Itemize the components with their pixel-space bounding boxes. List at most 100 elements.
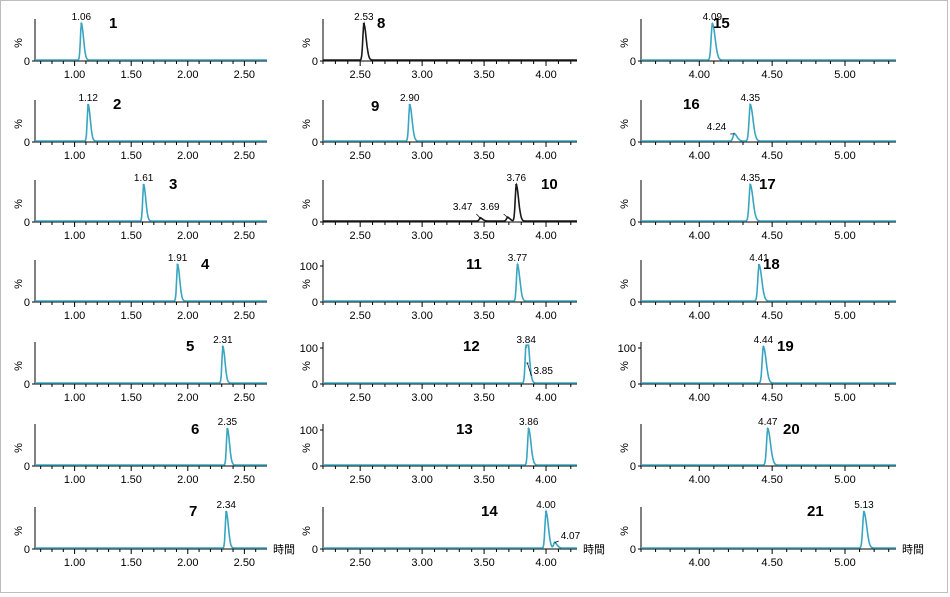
- y-axis-label: %: [301, 279, 313, 289]
- y-tick-label: 0: [630, 56, 636, 68]
- x-tick-label: 3.50: [473, 557, 494, 569]
- peak-apex: [515, 184, 517, 186]
- y-tick-label: 0: [630, 379, 636, 391]
- y-tick-label: 0: [312, 544, 318, 556]
- x-tick-label: 4.00: [689, 230, 710, 242]
- peak-apex: [363, 23, 365, 25]
- chromatogram-trace: [323, 265, 577, 301]
- x-tick-label: 1.00: [64, 150, 85, 162]
- peak-leader: [476, 214, 480, 218]
- peak-label: 2.31: [213, 335, 233, 346]
- compound-number: 1: [109, 15, 117, 32]
- y-axis-label: %: [13, 443, 25, 453]
- x-tick-label: 2.00: [177, 474, 198, 486]
- x-tick-label: 3.00: [411, 230, 432, 242]
- x-tick-label: 4.50: [761, 557, 782, 569]
- y-tick-label: 0: [24, 379, 30, 391]
- peak-label: 5.13: [854, 500, 874, 511]
- x-tick-label: 2.50: [234, 557, 255, 569]
- y-tick-label: 0: [630, 297, 636, 309]
- chromatogram-trace: [641, 512, 896, 548]
- x-tick-label: 4.00: [535, 474, 556, 486]
- x-tick-label: 5.00: [834, 310, 855, 322]
- x-tick-label: 1.00: [64, 557, 85, 569]
- compound-number: 19: [777, 338, 794, 355]
- x-tick-label: 3.50: [473, 69, 494, 81]
- x-tick-label: 3.00: [411, 310, 432, 322]
- peak-apex: [516, 264, 518, 266]
- x-tick-label: 3.00: [411, 557, 432, 569]
- y-axis-label: %: [13, 526, 25, 536]
- peak-label: 3.84: [516, 335, 536, 346]
- compound-number: 8: [377, 15, 385, 32]
- x-tick-label: 1.50: [120, 230, 141, 242]
- peak-label: 3.76: [507, 173, 527, 184]
- x-tick-label: 5.00: [834, 150, 855, 162]
- chromatogram-trace: [35, 265, 267, 301]
- compound-number: 9: [371, 98, 379, 115]
- x-tick-label: 4.00: [535, 230, 556, 242]
- compound-number: 7: [189, 503, 197, 520]
- y-tick-label: 0: [24, 217, 30, 229]
- chromatogram-trace: [323, 105, 577, 141]
- peak-label: 1.61: [134, 173, 154, 184]
- x-tick-label: 4.00: [535, 392, 556, 404]
- x-tick-label: 2.50: [234, 69, 255, 81]
- peak-apex: [226, 428, 228, 430]
- x-tick-label: 4.50: [761, 392, 782, 404]
- compound-number: 14: [481, 503, 498, 520]
- peak-label: 4.35: [741, 93, 761, 104]
- x-tick-label: 4.50: [761, 150, 782, 162]
- peak-apex: [863, 511, 865, 513]
- peak-apex: [87, 104, 89, 106]
- x-tick-label: 4.00: [535, 310, 556, 322]
- x-tick-label: 5.00: [834, 392, 855, 404]
- x-tick-label: 2.50: [234, 392, 255, 404]
- y-axis-label: %: [619, 526, 631, 536]
- compound-number: 10: [541, 176, 558, 193]
- x-tick-label: 4.50: [761, 69, 782, 81]
- x-tick-label: 1.00: [64, 310, 85, 322]
- y-axis-label: %: [301, 38, 313, 48]
- y-tick-label: 0: [630, 544, 636, 556]
- x-tick-label: 4.00: [689, 392, 710, 404]
- y-tick-label: 0: [24, 56, 30, 68]
- chromatogram-trace: [35, 430, 267, 466]
- x-tick-label: 2.50: [349, 310, 370, 322]
- x-tick-label: 1.00: [64, 474, 85, 486]
- x-tick-label: 2.50: [349, 392, 370, 404]
- peak-apex: [176, 264, 178, 266]
- y-tick-label: 100: [300, 343, 318, 355]
- peak-apex: [527, 428, 529, 430]
- y-axis-label: %: [301, 526, 313, 536]
- peak-apex: [762, 346, 764, 348]
- x-tick-label: 2.50: [234, 474, 255, 486]
- x-tick-label: 1.00: [64, 230, 85, 242]
- y-tick-label: 0: [630, 217, 636, 229]
- peak-label: 2.34: [217, 500, 237, 511]
- peak-apex: [525, 346, 527, 348]
- chromatogram-trace: [323, 185, 577, 221]
- y-tick-label: 0: [24, 137, 30, 149]
- x-tick-label: 2.50: [349, 557, 370, 569]
- peak-apex: [767, 428, 769, 430]
- x-tick-label: 2.00: [177, 69, 198, 81]
- peak-apex: [225, 511, 227, 513]
- x-tick-label: 2.00: [177, 392, 198, 404]
- chromatogram-trace: [323, 24, 577, 60]
- chromatogram-trace: [323, 429, 577, 465]
- x-axis-unit: 時間: [583, 543, 605, 556]
- y-axis-label: %: [619, 38, 631, 48]
- y-tick-label: 0: [24, 544, 30, 556]
- x-axis-unit: 時間: [902, 543, 924, 556]
- y-axis-label: %: [301, 443, 313, 453]
